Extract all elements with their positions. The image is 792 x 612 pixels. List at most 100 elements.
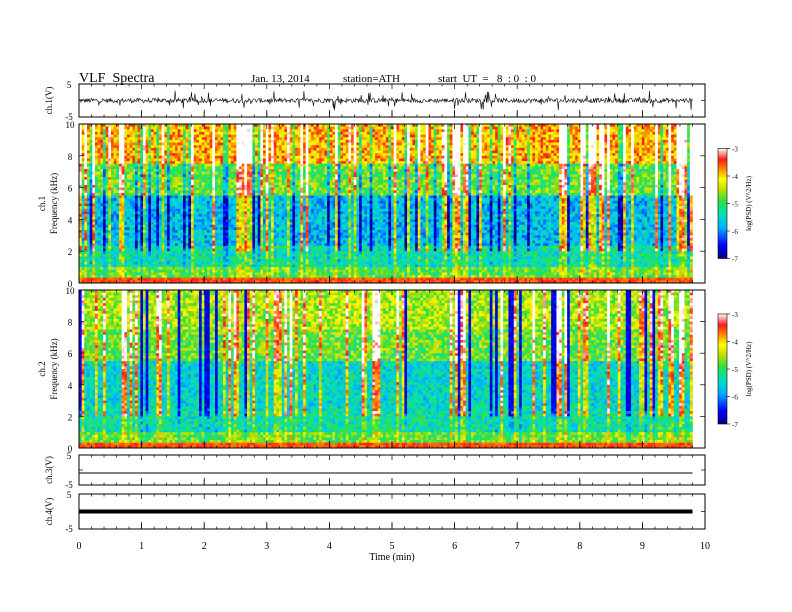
- heatmap-cell: [138, 135, 141, 138]
- heatmap-cell: [138, 127, 141, 130]
- heatmap-cell: [402, 137, 405, 140]
- heatmap-cell: [311, 174, 314, 177]
- heatmap-cell: [407, 132, 410, 135]
- heatmap-cell: [298, 145, 301, 148]
- heatmap-cell: [674, 174, 677, 177]
- heatmap-cell: [679, 143, 682, 146]
- heatmap-cell: [194, 135, 197, 138]
- heatmap-cell: [279, 153, 282, 156]
- heatmap-cell: [196, 151, 199, 154]
- heatmap-cell: [604, 129, 607, 132]
- heatmap-cell: [188, 166, 191, 169]
- heatmap-cell: [578, 172, 581, 175]
- heatmap-cell: [332, 127, 335, 130]
- heatmap-cell: [116, 169, 119, 172]
- heatmap-cell: [356, 174, 359, 177]
- heatmap-cell: [143, 153, 146, 156]
- heatmap-cell: [618, 151, 621, 154]
- heatmap-cell: [455, 137, 458, 140]
- heatmap-cell: [196, 148, 199, 151]
- heatmap-cell: [594, 153, 597, 156]
- heatmap-cell: [322, 156, 325, 159]
- heatmap-cell: [503, 135, 506, 138]
- heatmap-cell: [594, 158, 597, 161]
- heatmap-cell: [604, 166, 607, 169]
- heatmap-cell: [148, 166, 151, 169]
- heatmap-cell: [370, 174, 373, 177]
- heatmap-cell: [511, 140, 514, 143]
- heatmap-cell: [242, 172, 245, 175]
- heatmap-cell: [519, 151, 522, 154]
- heatmap-cell: [604, 135, 607, 138]
- heatmap-cell: [159, 135, 162, 138]
- heatmap-cell: [423, 172, 426, 175]
- heatmap-cell: [684, 135, 687, 138]
- heatmap-cell: [191, 172, 194, 175]
- heatmap-cell: [295, 158, 298, 161]
- heatmap-cell: [106, 135, 109, 138]
- heatmap-cell: [316, 166, 319, 169]
- heatmap-cell: [455, 148, 458, 151]
- heatmap-cell: [242, 166, 245, 169]
- heatmap-cell: [228, 143, 231, 146]
- heatmap-cell: [642, 156, 645, 159]
- heatmap-cell: [607, 137, 610, 140]
- heatmap-cell: [252, 148, 255, 151]
- heatmap-cell: [356, 166, 359, 169]
- heatmap-cell: [215, 156, 218, 159]
- heatmap-cell: [516, 158, 519, 161]
- heatmap-cell: [586, 143, 589, 146]
- heatmap-cell: [356, 137, 359, 140]
- heatmap-cell: [647, 129, 650, 132]
- heatmap-cell: [471, 148, 474, 151]
- heatmap-cell: [623, 166, 626, 169]
- heatmap-cell: [634, 174, 637, 177]
- heatmap-cell: [324, 127, 327, 130]
- heatmap-cell: [628, 156, 631, 159]
- heatmap-cell: [431, 151, 434, 154]
- w4-ytick-label: -5: [65, 524, 73, 534]
- heatmap-cell: [162, 127, 165, 130]
- heatmap-cell: [308, 140, 311, 143]
- heatmap-cell: [410, 156, 413, 159]
- heatmap-cell: [639, 166, 642, 169]
- heatmap-cell: [207, 129, 210, 132]
- heatmap-cell: [351, 156, 354, 159]
- heatmap-cell: [346, 143, 349, 146]
- heatmap-cell: [274, 129, 277, 132]
- heatmap-cell: [127, 161, 130, 164]
- heatmap-cell: [436, 132, 439, 135]
- heatmap-cell: [404, 135, 407, 138]
- heatmap-cell: [324, 166, 327, 169]
- heatmap-cell: [362, 145, 365, 148]
- heatmap-cell: [476, 158, 479, 161]
- heatmap-cell: [639, 145, 642, 148]
- heatmap-cell: [106, 169, 109, 172]
- heatmap-cell: [116, 158, 119, 161]
- heatmap-cell: [191, 151, 194, 154]
- heatmap-cell: [487, 172, 490, 175]
- heatmap-cell: [420, 169, 423, 172]
- heatmap-cell: [420, 174, 423, 177]
- heatmap-cell: [194, 158, 197, 161]
- heatmap-cell: [626, 148, 629, 151]
- heatmap-cell: [391, 140, 394, 143]
- heatmap-cell: [346, 172, 349, 175]
- heatmap-cell: [343, 174, 346, 177]
- heatmap-cell: [556, 153, 559, 156]
- heatmap-cell: [580, 132, 583, 135]
- heatmap-cell: [178, 153, 181, 156]
- heatmap-cell: [383, 153, 386, 156]
- heatmap-cell: [223, 129, 226, 132]
- heatmap-cell: [492, 127, 495, 130]
- heatmap-cell: [650, 137, 653, 140]
- heatmap-cell: [90, 135, 93, 138]
- heatmap-cell: [591, 158, 594, 161]
- heatmap-cell: [562, 166, 565, 169]
- heatmap-cell: [306, 132, 309, 135]
- heatmap-cell: [564, 129, 567, 132]
- heatmap-cell: [146, 158, 149, 161]
- heatmap-cell: [122, 151, 125, 154]
- heatmap-cell: [594, 161, 597, 164]
- heatmap-cell: [418, 127, 421, 130]
